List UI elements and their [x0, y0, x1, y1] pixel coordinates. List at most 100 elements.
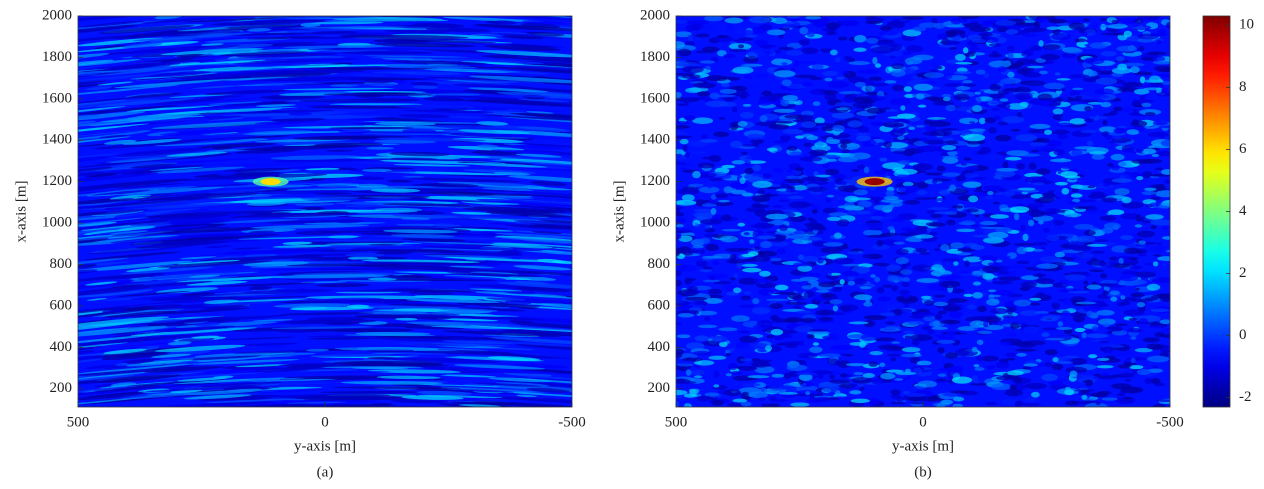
texture [139, 18, 207, 24]
texture [762, 173, 772, 179]
texture [1151, 154, 1159, 157]
y-tick-label: 1000 [640, 215, 670, 231]
peak [260, 178, 281, 186]
texture [752, 233, 759, 237]
texture [1146, 343, 1163, 350]
texture [267, 386, 323, 390]
texture [1041, 332, 1050, 338]
texture [766, 147, 778, 152]
texture [817, 373, 824, 379]
texture [1029, 123, 1051, 129]
texture [729, 277, 736, 281]
texture [788, 234, 810, 240]
texture [873, 199, 880, 205]
texture [932, 178, 952, 182]
texture [741, 151, 748, 155]
texture [957, 174, 967, 182]
texture [828, 333, 840, 341]
texture [1046, 234, 1060, 242]
texture [1076, 99, 1100, 103]
texture [987, 262, 1002, 266]
texture [89, 209, 149, 216]
texture [946, 331, 957, 337]
texture [872, 56, 878, 65]
texture [739, 335, 758, 343]
texture [852, 101, 873, 109]
texture [1151, 277, 1170, 283]
texture [828, 401, 842, 405]
texture [989, 83, 1002, 92]
texture [754, 209, 768, 217]
texture [982, 273, 995, 280]
texture [1044, 361, 1053, 367]
texture [676, 188, 700, 196]
texture [352, 74, 387, 77]
texture [1099, 279, 1118, 284]
texture [1036, 263, 1059, 269]
texture [959, 117, 979, 125]
texture [931, 17, 938, 23]
texture [870, 46, 894, 54]
texture [1110, 153, 1125, 161]
texture [78, 365, 195, 376]
caption: (b) [914, 464, 932, 480]
texture [685, 342, 705, 350]
texture [812, 342, 819, 346]
texture [1037, 279, 1054, 284]
texture [924, 172, 944, 176]
texture [954, 106, 968, 112]
texture [676, 121, 690, 125]
texture [916, 278, 940, 283]
texture [515, 153, 562, 158]
texture [232, 60, 321, 65]
texture [862, 229, 883, 236]
texture [849, 390, 862, 395]
texture [708, 355, 727, 360]
texture [731, 315, 750, 322]
texture [352, 92, 417, 95]
texture [1005, 29, 1019, 35]
texture [1052, 357, 1059, 363]
texture [1084, 118, 1095, 123]
texture [432, 223, 457, 228]
texture [1130, 292, 1145, 298]
texture [931, 62, 937, 66]
texture [705, 77, 727, 82]
texture [944, 352, 958, 359]
texture [1030, 149, 1040, 153]
texture [1080, 389, 1089, 394]
texture [676, 334, 691, 339]
texture [919, 251, 931, 255]
texture [984, 117, 996, 124]
texture [515, 249, 572, 257]
texture [798, 340, 805, 347]
texture [970, 244, 985, 251]
texture [767, 240, 790, 247]
texture [1070, 357, 1087, 366]
texture [176, 276, 284, 283]
texture [93, 384, 160, 392]
texture [831, 112, 854, 119]
texture [1026, 203, 1044, 208]
texture [1000, 78, 1016, 85]
texture [1004, 388, 1023, 397]
texture [200, 43, 224, 46]
texture [113, 182, 186, 189]
texture [692, 245, 704, 249]
texture [891, 341, 901, 344]
texture [963, 293, 973, 298]
texture [703, 279, 721, 283]
texture [1100, 101, 1112, 108]
texture [361, 168, 392, 172]
texture [219, 295, 312, 300]
texture [991, 50, 999, 57]
texture [384, 29, 451, 34]
texture [154, 98, 224, 104]
texture [676, 131, 687, 136]
texture [879, 157, 888, 162]
texture [947, 375, 954, 380]
texture [511, 193, 572, 201]
texture [972, 177, 987, 180]
texture [1074, 327, 1086, 333]
texture [149, 166, 205, 171]
